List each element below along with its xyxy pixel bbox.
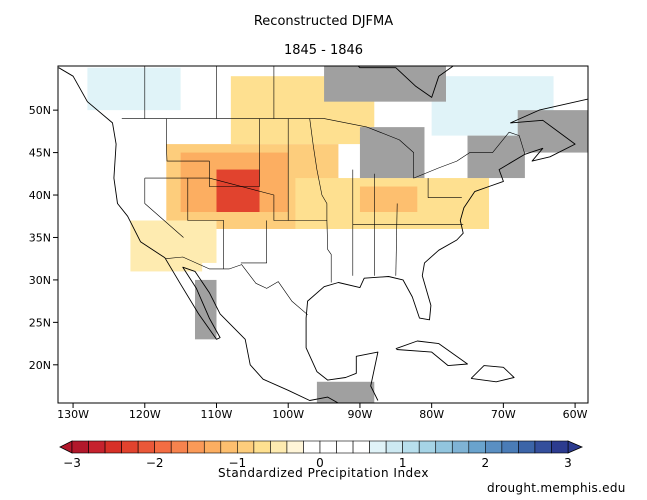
coastline [305, 98, 588, 401]
colorbar-swatch [468, 440, 486, 454]
coastline [58, 67, 340, 403]
political-border [166, 118, 260, 187]
colorbar-swatch [137, 440, 155, 454]
political-border [427, 178, 462, 198]
lat-tick-label: 50N [29, 104, 51, 117]
colorbar-swatch [336, 440, 354, 454]
colorbar-swatch [369, 440, 387, 454]
political-border [395, 203, 398, 276]
anomaly-region [87, 67, 181, 111]
colorbar-swatch [220, 440, 238, 454]
lon-tick-label: 90W [347, 408, 372, 421]
colorbar-swatch [237, 440, 255, 454]
political-border [165, 256, 308, 315]
coastline-layer [58, 66, 588, 403]
political-border [240, 220, 267, 264]
colorbar-title: Standardized Precipitation Index [218, 466, 429, 480]
colorbar-swatch [286, 440, 304, 454]
map-subtitle: 1845 - 1846 [283, 43, 364, 58]
colorbar-swatch [203, 440, 222, 454]
colorbar-swatch [253, 440, 271, 454]
colorbar-tick-label: −3 [63, 456, 81, 470]
colorbar-swatch [154, 440, 172, 454]
colorbar-swatch [402, 440, 420, 454]
lat-tick-label: 30N [29, 274, 51, 287]
colorbar-swatch [551, 440, 569, 454]
colorbar-tick-label: 2 [482, 456, 490, 470]
political-border [187, 178, 224, 269]
lon-tick-label: 80W [419, 408, 444, 421]
colorbar-swatch [121, 440, 139, 454]
colorbar-swatch [385, 440, 403, 454]
missing-data-region [359, 127, 425, 179]
colorbar-swatch [104, 440, 122, 454]
colorbar-swatch [88, 440, 106, 454]
colorbar-swatch [534, 440, 552, 454]
political-border [326, 220, 332, 283]
lon-tick-label: 100W [272, 408, 304, 421]
lon-tick-label: 110W [201, 408, 233, 421]
colorbar-tick-label: −1 [228, 456, 246, 470]
map-title: Reconstructed DJFMA [253, 14, 394, 29]
missing-data-region [324, 66, 446, 102]
coastline [470, 365, 515, 383]
colorbar-tick-label: 0 [316, 456, 324, 470]
lon-tick-label: 60W [563, 408, 588, 421]
missing-data-region [517, 110, 588, 153]
colorbar-tick-label: −2 [146, 456, 164, 470]
anomaly-region [245, 322, 346, 391]
colorbar-swatch [352, 440, 370, 454]
colorbar-swatch [501, 440, 519, 454]
colorbar-swatch [485, 440, 503, 454]
colorbar-swatch [170, 440, 189, 454]
political-border [144, 178, 184, 238]
missing-data-region [467, 135, 525, 179]
map-axes: 130W 120W 110W 100W 90W 80W 70W 60W 50N 45N 40N 35N… [29, 104, 588, 421]
colorbar-tick-label: 1 [399, 456, 407, 470]
map-frame [57, 65, 589, 404]
lat-tick-label: 20N [29, 359, 51, 372]
lon-tick-label: 120W [129, 408, 161, 421]
credit-text: drought.memphis.edu [487, 481, 626, 495]
colorbar-swatch [319, 440, 337, 454]
colorbar-swatch [451, 440, 470, 454]
colorbar-tick-label: 3 [564, 456, 572, 470]
colorbar-swatch [518, 440, 536, 454]
colorbar-min-arrow [59, 440, 73, 454]
colorbar-max-arrow [567, 440, 584, 454]
political-border [144, 118, 328, 221]
lat-tick-label: 40N [29, 189, 51, 202]
anomaly-fill-layer [87, 66, 588, 403]
coastline [395, 340, 468, 367]
colorbar-swatch [418, 440, 437, 454]
lon-tick-label: 130W [57, 408, 89, 421]
lat-tick-label: 35N [29, 231, 51, 244]
lat-tick-label: 25N [29, 316, 51, 329]
anomaly-region [216, 169, 260, 213]
lon-tick-label: 70W [491, 408, 516, 421]
colorbar-swatch [187, 440, 205, 454]
coastline [324, 66, 454, 98]
lat-tick-label: 45N [29, 147, 51, 160]
anomaly-region [359, 186, 418, 213]
political-border [121, 118, 526, 179]
colorbar-swatch [435, 440, 453, 454]
colorbar-swatch [270, 440, 288, 454]
colorbar-swatch [303, 440, 321, 454]
colorbar: −3 −2 −1 0 1 2 3 [59, 440, 584, 470]
missing-data-region [316, 381, 375, 403]
colorbar-swatch [71, 440, 89, 454]
